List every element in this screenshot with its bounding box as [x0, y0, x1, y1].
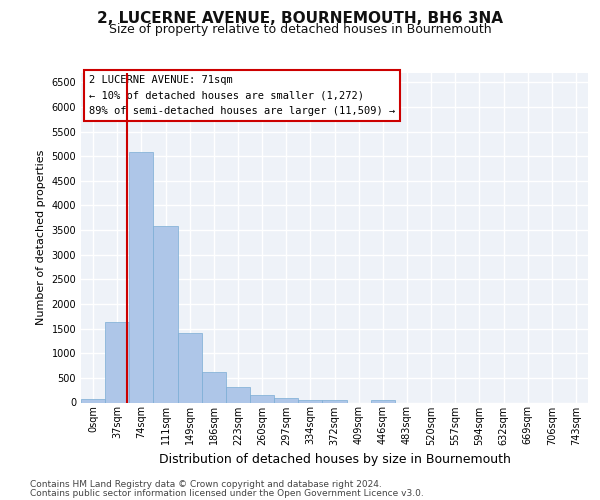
- Y-axis label: Number of detached properties: Number of detached properties: [36, 150, 46, 325]
- Bar: [202, 372, 226, 402]
- Text: 2 LUCERNE AVENUE: 71sqm
← 10% of detached houses are smaller (1,272)
89% of semi: 2 LUCERNE AVENUE: 71sqm ← 10% of detache…: [89, 75, 395, 116]
- Text: Contains public sector information licensed under the Open Government Licence v3: Contains public sector information licen…: [30, 488, 424, 498]
- Bar: [129, 152, 154, 402]
- Bar: [105, 322, 129, 402]
- Bar: [81, 399, 105, 402]
- Bar: [250, 395, 274, 402]
- Bar: [154, 226, 178, 402]
- Bar: [274, 398, 298, 402]
- Text: Contains HM Land Registry data © Crown copyright and database right 2024.: Contains HM Land Registry data © Crown c…: [30, 480, 382, 489]
- Bar: [178, 333, 202, 402]
- Bar: [226, 388, 250, 402]
- Text: 2, LUCERNE AVENUE, BOURNEMOUTH, BH6 3NA: 2, LUCERNE AVENUE, BOURNEMOUTH, BH6 3NA: [97, 11, 503, 26]
- Bar: [322, 400, 347, 402]
- Bar: [298, 400, 322, 402]
- X-axis label: Distribution of detached houses by size in Bournemouth: Distribution of detached houses by size …: [158, 453, 511, 466]
- Text: Size of property relative to detached houses in Bournemouth: Size of property relative to detached ho…: [109, 23, 491, 36]
- Bar: [371, 400, 395, 402]
